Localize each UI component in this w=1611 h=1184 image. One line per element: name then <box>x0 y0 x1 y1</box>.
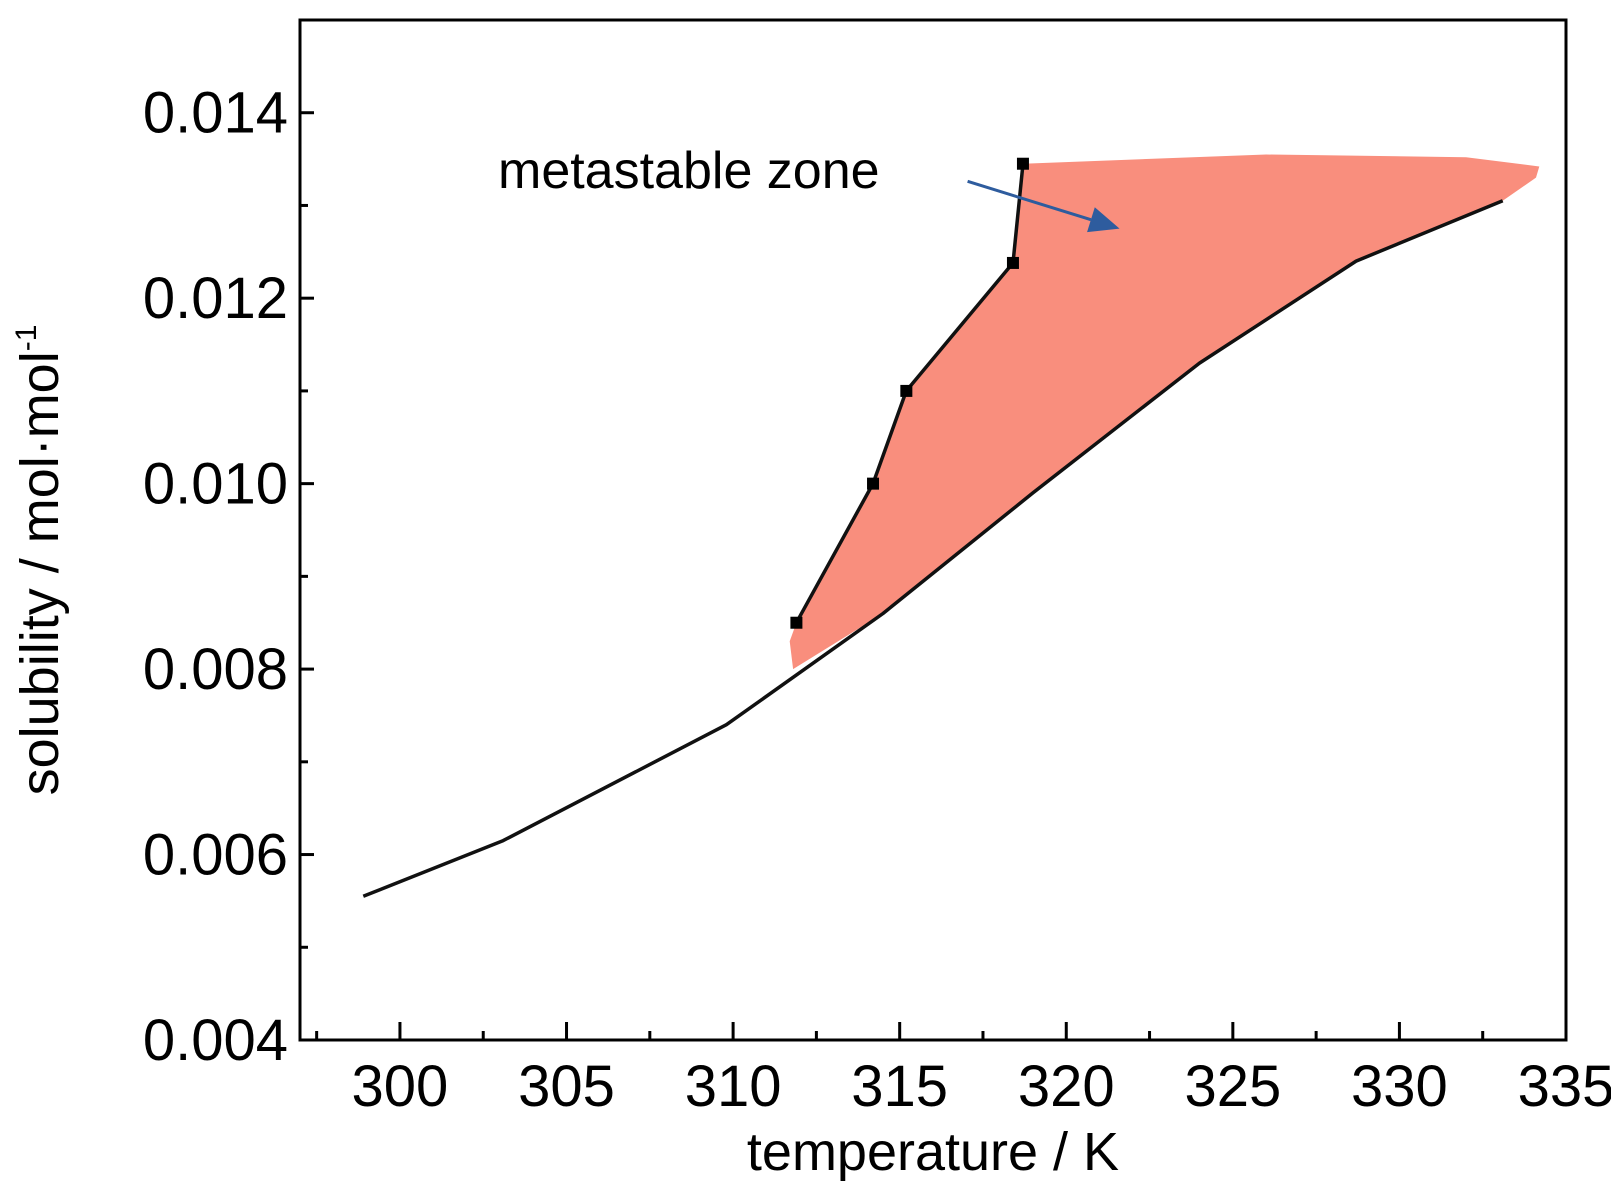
metastable-limit-marker <box>1016 157 1029 170</box>
metastable-zone-region <box>789 154 1540 670</box>
x-tick-label: 335 <box>1518 1054 1611 1119</box>
y-tick-label: 0.012 <box>143 266 288 331</box>
y-axis-title-main: solubility / mol·mol <box>10 351 70 795</box>
annotation-arrow-head <box>1087 207 1120 233</box>
x-axis: 300 305 310 315 320 325 330 335 <box>315 1022 1611 1119</box>
x-tick-label: 315 <box>851 1054 948 1119</box>
y-axis: 0.004 0.006 0.008 0.010 0.012 0.014 <box>143 18 314 1073</box>
y-tick-label: 0.006 <box>143 823 288 888</box>
metastable-limit-marker <box>900 384 913 397</box>
x-tick-label: 325 <box>1184 1054 1281 1119</box>
x-tick-label: 330 <box>1351 1054 1448 1119</box>
x-tick-label: 310 <box>685 1054 782 1119</box>
annotation: metastable zone <box>498 142 1120 233</box>
metastable-zone-fill <box>789 154 1540 670</box>
y-tick-label: 0.004 <box>143 1008 288 1073</box>
y-tick-label: 0.008 <box>143 637 288 702</box>
x-tick-label: 320 <box>1018 1054 1115 1119</box>
x-axis-title: temperature / K <box>747 1122 1119 1182</box>
solubility-curve-line <box>362 199 1504 898</box>
y-axis-title-superscript: -1 <box>10 325 43 352</box>
annotation-arrow-line <box>967 179 1092 222</box>
y-tick-label: 0.014 <box>143 81 288 146</box>
plot-frame <box>298 18 1568 1042</box>
annotation-label: metastable zone <box>498 142 880 200</box>
series-layer <box>362 157 1504 898</box>
metastable-limit-marker <box>1006 256 1019 269</box>
metastable-limit-marker <box>790 616 803 629</box>
x-tick-label: 300 <box>352 1054 449 1119</box>
x-tick-label: 305 <box>518 1054 615 1119</box>
y-tick-label: 0.010 <box>143 452 288 517</box>
metastable-limit-marker <box>867 477 880 490</box>
y-axis-title: solubility / mol·mol-1 <box>10 325 70 796</box>
